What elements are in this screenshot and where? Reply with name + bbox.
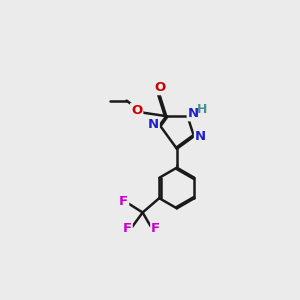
Text: N: N (195, 130, 206, 143)
Text: O: O (155, 81, 166, 94)
Text: F: F (123, 222, 132, 235)
Text: N: N (148, 118, 159, 131)
Text: F: F (151, 222, 160, 235)
Text: O: O (131, 104, 142, 117)
Text: F: F (119, 195, 128, 208)
Text: H: H (196, 103, 207, 116)
Text: N: N (188, 107, 199, 120)
